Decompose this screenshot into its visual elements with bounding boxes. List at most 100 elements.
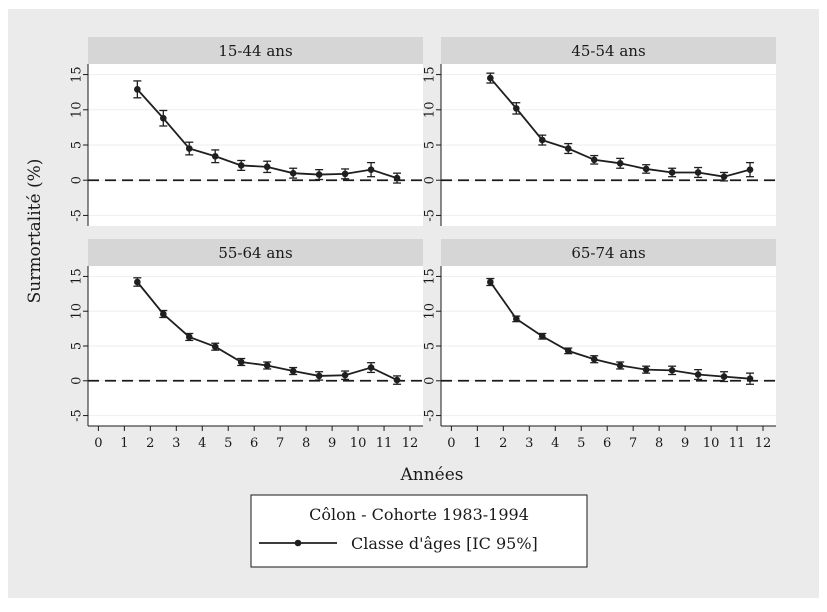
- data-point: [185, 333, 193, 341]
- data-point: [746, 375, 754, 382]
- y-tick-label: 10: [423, 303, 438, 320]
- data-point: [590, 355, 598, 363]
- y-tick-label: 5: [70, 342, 85, 350]
- x-tick-label: 9: [681, 436, 689, 451]
- y-tick-label: -5: [423, 409, 438, 422]
- data-point: [513, 315, 520, 323]
- data-point: [513, 105, 520, 112]
- data-point: [289, 367, 297, 375]
- y-tick-label: 15: [423, 66, 438, 83]
- panel-strip: [441, 37, 776, 64]
- panel-2: 45-54 ans -5 0 5 10 15: [423, 37, 776, 226]
- data-point: [694, 371, 702, 378]
- data-point: [616, 362, 624, 369]
- x-tick-label: 5: [577, 436, 585, 451]
- y-tick-label: -5: [70, 409, 85, 422]
- x-tick-label: 10: [703, 436, 720, 451]
- x-tick-label: 1: [473, 436, 481, 451]
- data-point: [367, 364, 375, 371]
- data-point: [211, 152, 219, 160]
- data-point: [341, 170, 349, 178]
- data-point: [393, 174, 401, 182]
- data-point: [160, 310, 167, 318]
- x-tick-label: 11: [729, 436, 746, 451]
- data-point: [160, 114, 167, 122]
- legend-box: [250, 494, 588, 568]
- x-tick-label: 12: [755, 436, 772, 451]
- data-point: [487, 278, 494, 286]
- x-tick-label: 6: [603, 436, 611, 451]
- data-point: [263, 362, 271, 369]
- x-tick-label: 7: [629, 436, 637, 451]
- y-tick-label: 0: [70, 176, 85, 184]
- y-tick-label: 10: [70, 102, 85, 119]
- data-point: [720, 173, 728, 180]
- data-point: [341, 371, 349, 379]
- x-tick-label: 0: [447, 436, 455, 451]
- data-point: [263, 163, 271, 171]
- data-point: [668, 169, 676, 176]
- x-tick-label: 0: [94, 436, 102, 451]
- y-tick-label: 15: [423, 268, 438, 285]
- panel-title: 55-64 ans: [218, 244, 292, 262]
- data-point: [367, 166, 375, 173]
- x-tick-label: 11: [376, 436, 393, 451]
- data-point: [564, 145, 572, 152]
- x-tick-label: 2: [146, 436, 154, 451]
- y-tick-label: -5: [70, 209, 85, 222]
- panel-title: 65-74 ans: [571, 244, 645, 262]
- x-tick-label: 9: [328, 436, 336, 451]
- panel-1: 15-44 ans -5 0 5 10 15: [70, 37, 423, 226]
- y-tick-label: -5: [423, 209, 438, 222]
- x-tick-label: 1: [120, 436, 128, 451]
- data-point: [564, 347, 572, 355]
- x-tick-label: 6: [250, 436, 258, 451]
- x-tick-label: 7: [276, 436, 284, 451]
- panel-title: 45-54 ans: [571, 42, 645, 60]
- x-tick-label: 4: [198, 436, 206, 451]
- data-point: [315, 372, 323, 380]
- y-tick-label: 15: [70, 66, 85, 83]
- data-point: [289, 169, 297, 177]
- x-tick-label: 10: [350, 436, 367, 451]
- x-tick-label: 3: [525, 436, 533, 451]
- data-point: [393, 376, 401, 384]
- y-tick-label: 10: [423, 102, 438, 119]
- y-tick-label: 5: [423, 342, 438, 350]
- data-point: [487, 74, 494, 82]
- x-tick-label: 8: [655, 436, 663, 451]
- y-tick-label: 0: [423, 176, 438, 184]
- x-axis-title: Années: [399, 465, 463, 485]
- data-point: [237, 358, 245, 366]
- data-point: [134, 278, 141, 286]
- x-tick-label: 3: [172, 436, 180, 451]
- data-point: [538, 136, 546, 144]
- y-tick-label: 15: [70, 268, 85, 285]
- data-point: [746, 166, 754, 173]
- legend-series-label: Classe d'âges [IC 95%]: [351, 534, 538, 553]
- data-point: [538, 332, 546, 340]
- panel-strip: [88, 239, 423, 266]
- x-tick-label: 2: [499, 436, 507, 451]
- data-point: [590, 156, 598, 164]
- x-tick-label: 8: [302, 436, 310, 451]
- data-point: [642, 165, 650, 173]
- data-point: [134, 86, 141, 93]
- data-point: [694, 169, 702, 176]
- y-tick-label: 10: [70, 303, 85, 320]
- y-tick-label: 0: [423, 377, 438, 385]
- data-point: [668, 367, 676, 374]
- panel-strip: [88, 37, 423, 64]
- data-point: [315, 171, 323, 178]
- x-tick-label: 5: [224, 436, 232, 451]
- panel-title: 15-44 ans: [218, 42, 292, 60]
- y-tick-label: 5: [423, 141, 438, 149]
- y-tick-label: 0: [70, 377, 85, 385]
- data-point: [616, 160, 624, 167]
- x-tick-label: 4: [551, 436, 559, 451]
- legend-marker: [294, 539, 302, 547]
